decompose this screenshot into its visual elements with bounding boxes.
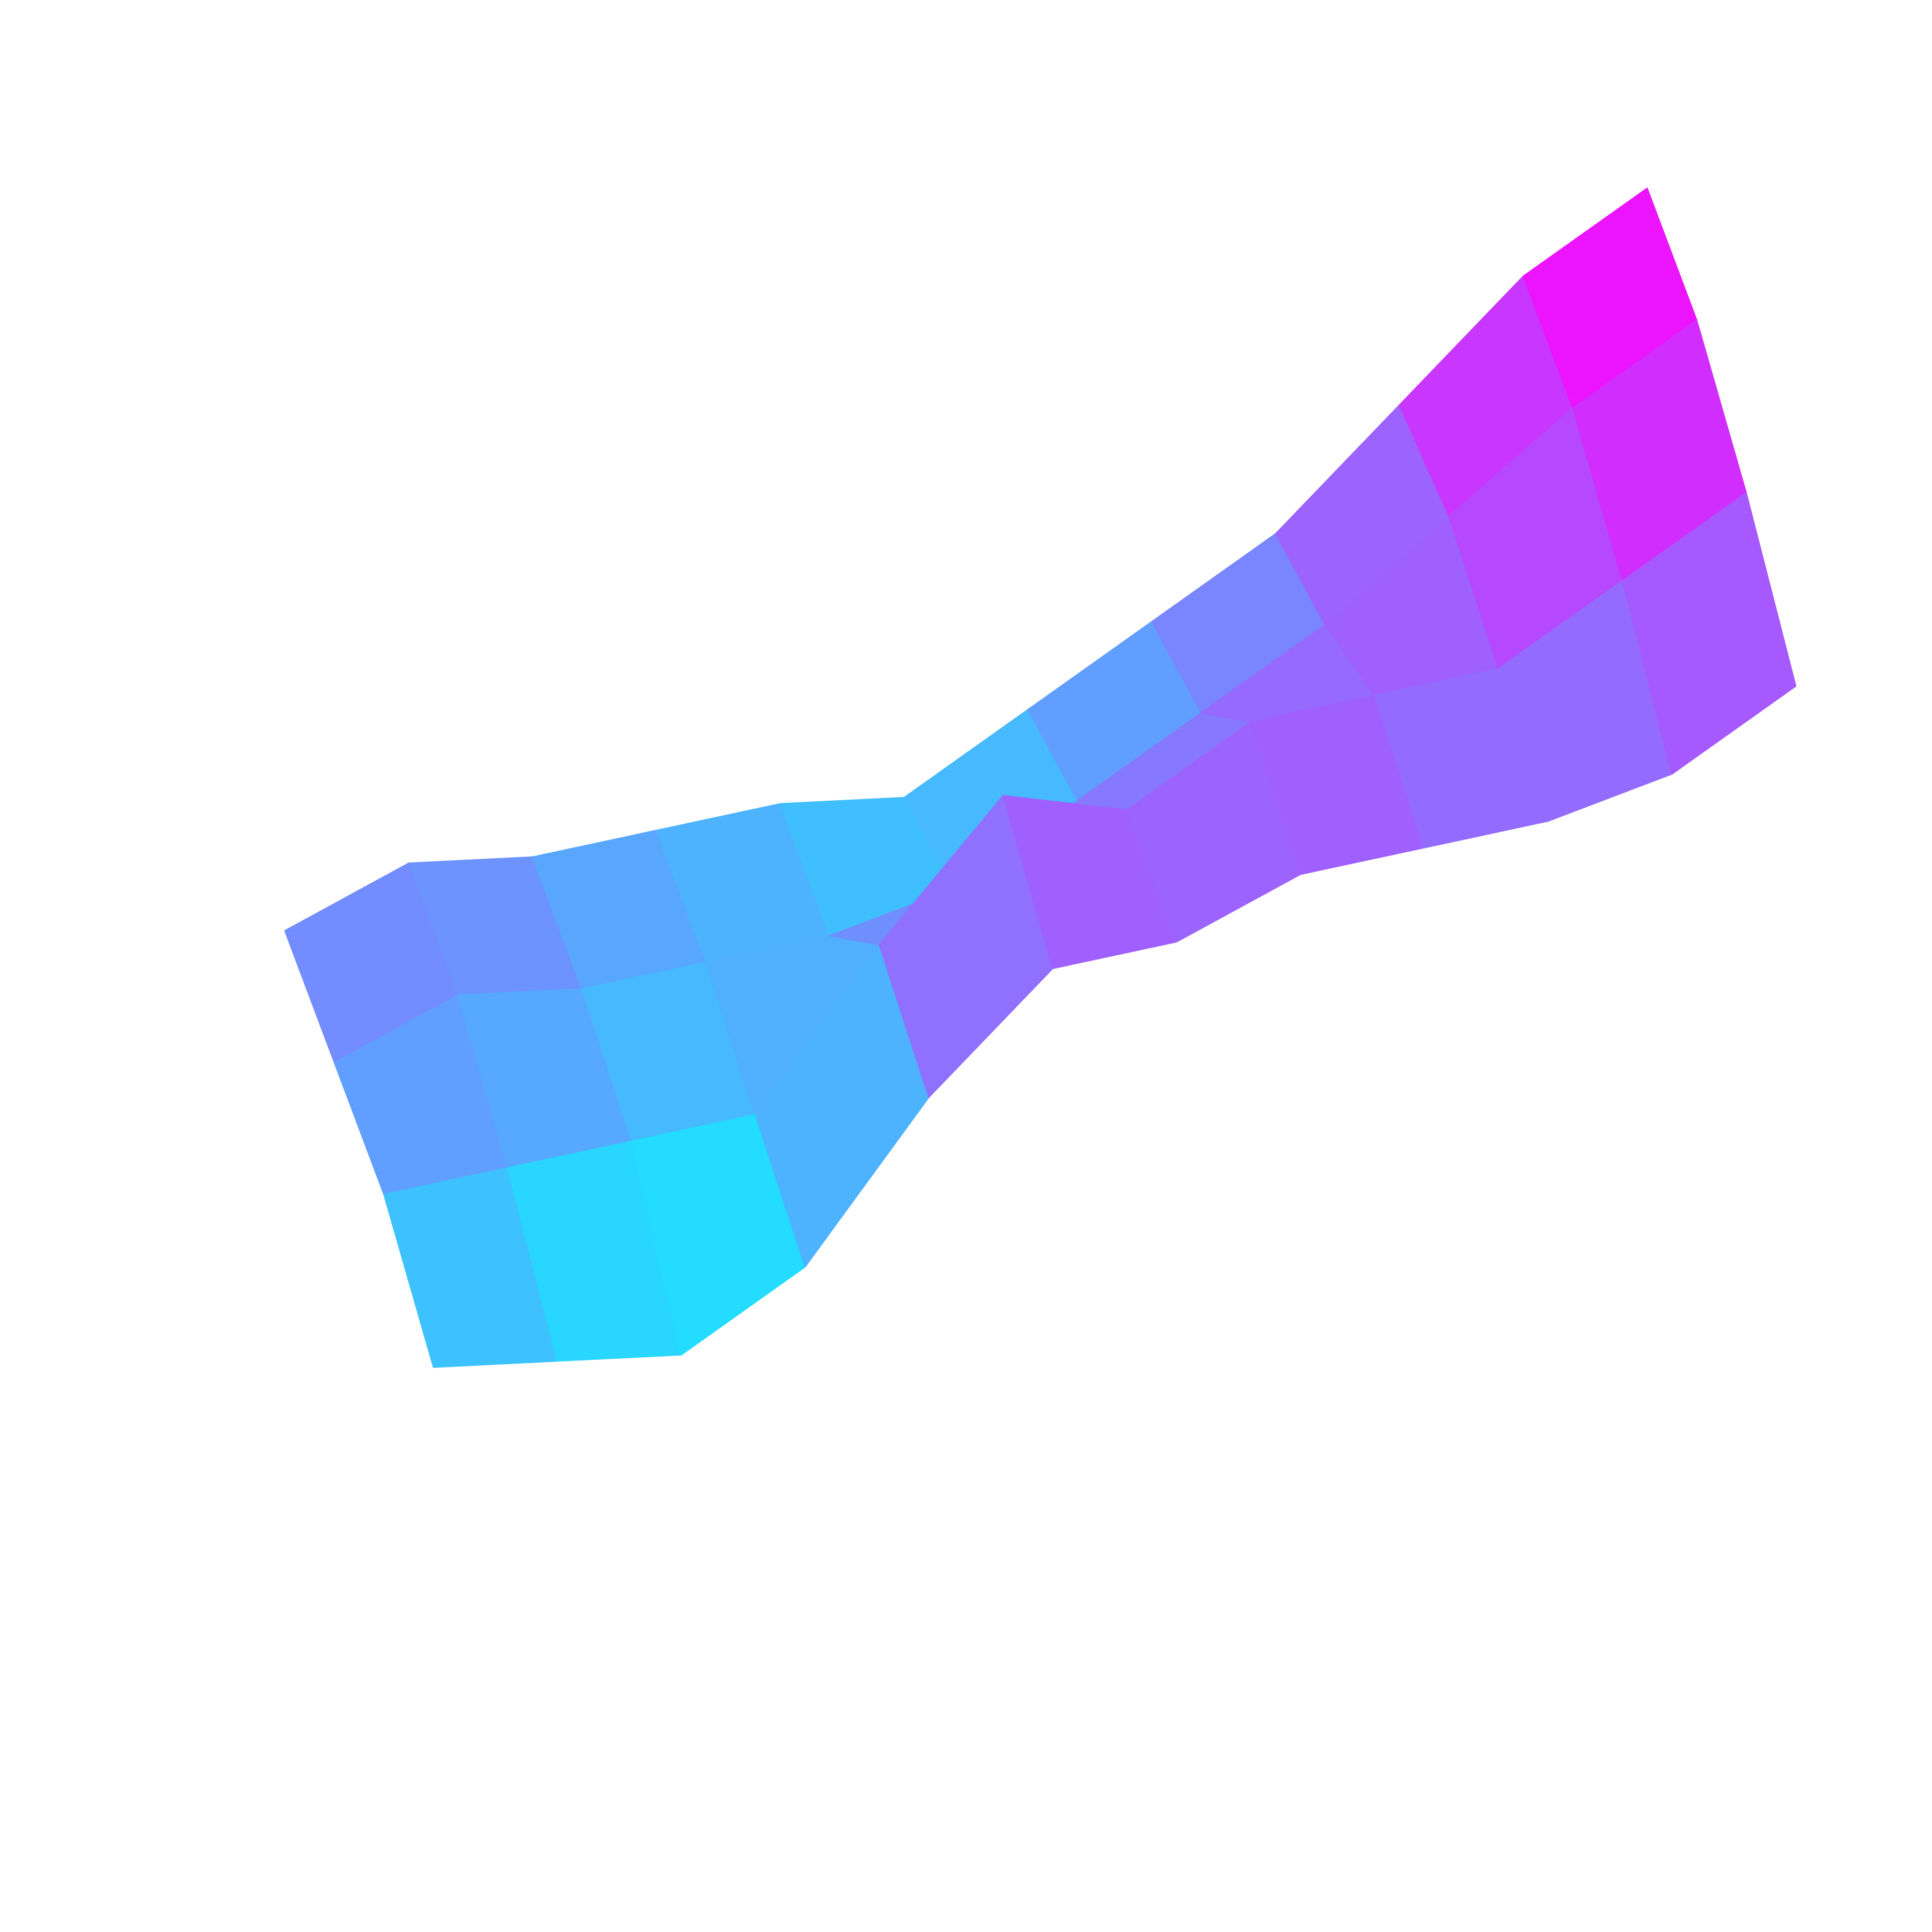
surface-face (1621, 492, 1797, 775)
